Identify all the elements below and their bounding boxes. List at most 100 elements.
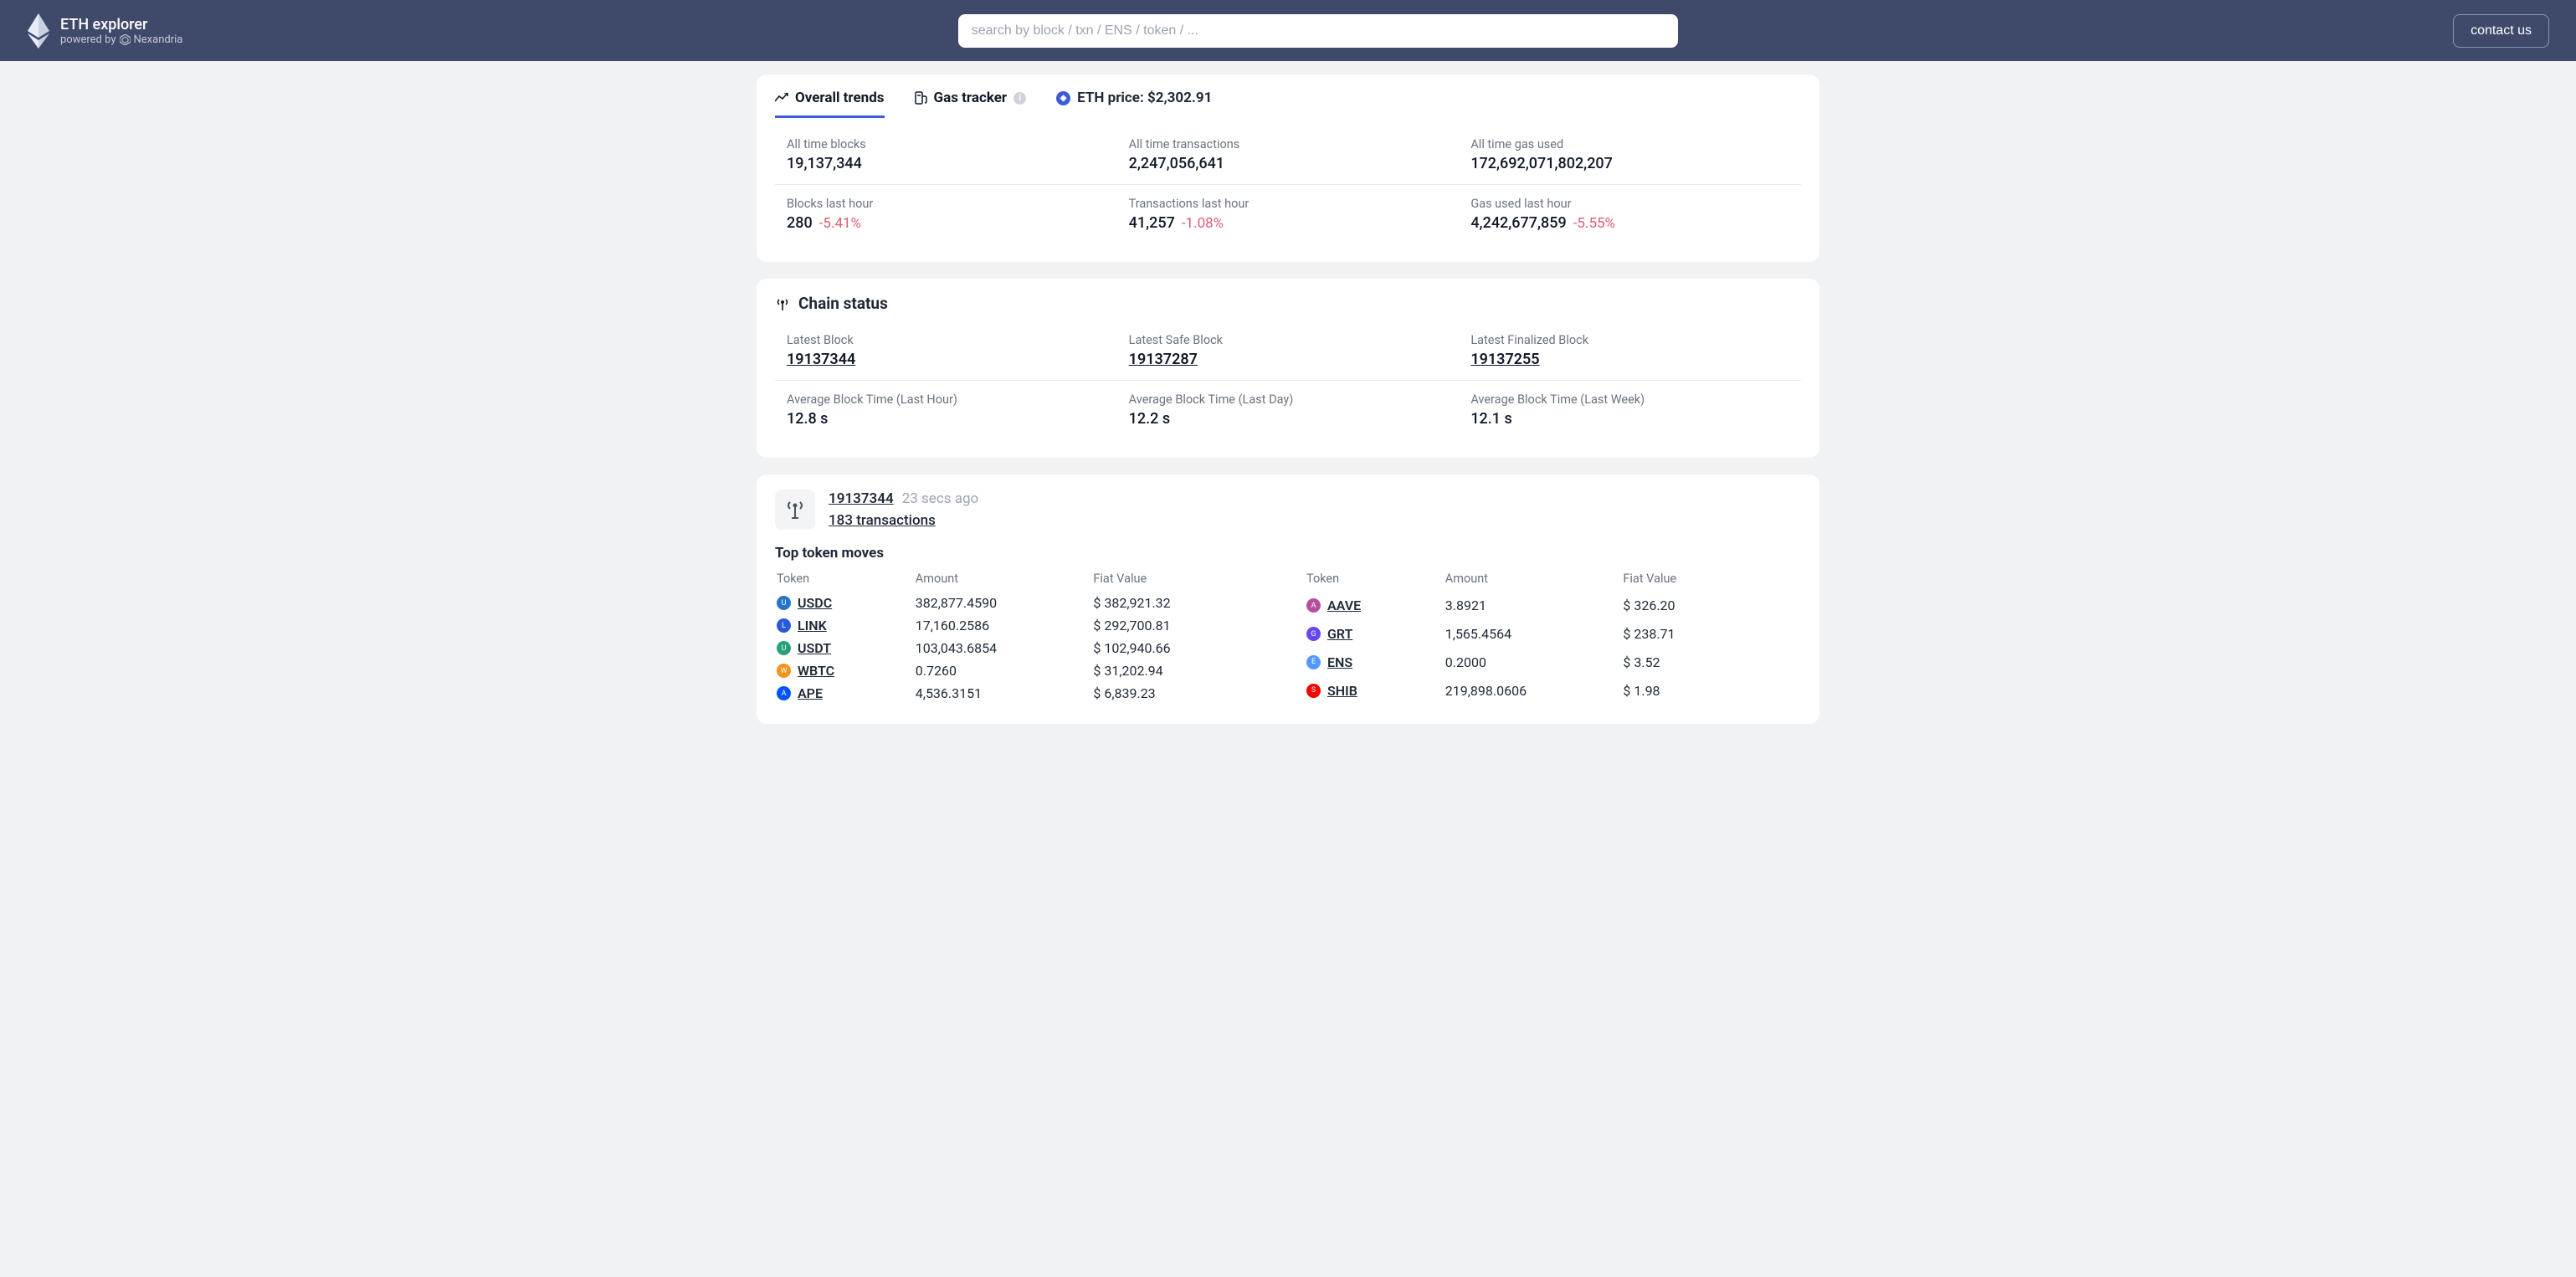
token-amount: 0.7260: [916, 660, 1092, 681]
token-icon: L: [777, 618, 791, 633]
search-input[interactable]: [958, 14, 1678, 48]
token-link[interactable]: SHIB: [1327, 683, 1357, 699]
token-row: EENS0.2000$ 3.52: [1306, 649, 1799, 676]
token-row: UUSDC382,877.4590$ 382,921.32: [777, 592, 1270, 613]
stat-delta: -5.41%: [819, 215, 861, 232]
tab-gas-label: Gas tracker: [934, 90, 1008, 106]
search-wrap: [203, 14, 2433, 48]
token-fiat: $ 3.52: [1623, 649, 1799, 676]
token-fiat: $ 238.71: [1623, 621, 1799, 648]
table-header-fiat: Fiat Value: [1093, 572, 1270, 591]
stat-label: Blocks last hour: [787, 197, 1117, 211]
stats-grid: All time blocks19,137,344All time transa…: [775, 129, 1801, 244]
broadcast-icon: [775, 296, 790, 311]
stat-label: All time blocks: [787, 137, 1117, 151]
ethereum-icon: [27, 13, 50, 49]
table-header-amount: Amount: [916, 572, 1092, 591]
stat-value: 12.2 s: [1129, 410, 1460, 428]
stat-cell: Average Block Time (Last Day) 12.2 s: [1117, 380, 1460, 439]
stat-label: Average Block Time (Last Day): [1129, 392, 1460, 407]
stat-cell: Gas used last hour4,242,677,859-5.55%: [1459, 184, 1801, 244]
stat-value: 172,692,071,802,207: [1470, 155, 1801, 172]
token-icon: A: [1306, 598, 1321, 613]
overall-trends-card: Overall trends Gas tracker i ◆ ETH price…: [757, 74, 1819, 262]
stat-value: 2,247,056,641: [1129, 155, 1460, 172]
stat-cell: Latest Finalized Block 19137255: [1459, 325, 1801, 380]
stat-label: Latest Block: [787, 333, 1117, 347]
token-link[interactable]: LINK: [798, 618, 827, 633]
stat-value: 19,137,344: [787, 155, 1117, 172]
top-token-moves-heading: Top token moves: [775, 545, 1801, 562]
token-icon: U: [777, 596, 791, 610]
stat-delta: -1.08%: [1182, 215, 1224, 232]
token-table-left: TokenAmountFiat ValueUUSDC382,877.4590$ …: [775, 570, 1271, 705]
powered-name: Nexandria: [134, 33, 183, 46]
eth-badge-icon: ◆: [1056, 91, 1070, 105]
token-link[interactable]: APE: [798, 685, 823, 701]
stat-cell: Average Block Time (Last Hour)12.8 s: [775, 380, 1117, 439]
eth-price-label: ETH price: $2,302.91: [1077, 90, 1212, 106]
gas-icon: [915, 91, 927, 105]
token-link[interactable]: USDT: [798, 640, 831, 656]
token-link[interactable]: WBTC: [798, 663, 834, 679]
token-row: GGRT1,565.4564$ 238.71: [1306, 621, 1799, 648]
token-fiat: $ 102,940.66: [1093, 638, 1270, 659]
latest-block-card: 19137344 23 secs ago 183 transactions To…: [757, 474, 1819, 724]
stat-cell: Latest Block 19137344: [775, 325, 1117, 380]
chain-stats-grid: Latest Block 19137344 Latest Safe Block 191…: [775, 325, 1801, 439]
token-tables: TokenAmountFiat ValueUUSDC382,877.4590$ …: [775, 570, 1801, 705]
stat-label: Average Block Time (Last Hour): [787, 392, 1117, 407]
stat-value-link[interactable]: 19137287: [1129, 351, 1460, 368]
app-header: ETH explorer powered by Nexandria contac…: [0, 0, 2576, 61]
token-fiat: $ 1.98: [1623, 677, 1799, 704]
stat-label: Transactions last hour: [1129, 197, 1460, 211]
table-header-token: Token: [1306, 572, 1444, 591]
token-fiat: $ 31,202.94: [1093, 660, 1270, 681]
token-link[interactable]: AAVE: [1327, 597, 1361, 613]
app-title: ETH explorer: [60, 16, 182, 33]
chain-status-heading: Chain status: [798, 294, 888, 313]
token-row: W WBTC 0.7260$ 31,202.94: [777, 660, 1270, 681]
table-header-fiat: Fiat Value: [1623, 572, 1799, 591]
token-row: AAAVE3.8921$ 326.20: [1306, 592, 1799, 619]
table-header-amount: Amount: [1445, 572, 1622, 591]
stat-cell: Blocks last hour280-5.41%: [775, 184, 1117, 244]
stat-value: 4,242,677,859-5.55%: [1470, 214, 1801, 232]
tab-trends-label: Overall trends: [795, 90, 885, 106]
stat-value-link[interactable]: 19137344: [787, 351, 1117, 368]
stat-label: Average Block Time (Last Week): [1470, 392, 1801, 407]
logo-area[interactable]: ETH explorer powered by Nexandria: [27, 13, 182, 49]
token-amount: 3.8921: [1445, 592, 1622, 619]
stat-label: Latest Safe Block: [1129, 333, 1460, 347]
stat-label: Latest Finalized Block: [1470, 333, 1801, 347]
token-link[interactable]: GRT: [1327, 626, 1352, 642]
nexandria-icon: [120, 34, 131, 45]
stat-cell: Average Block Time (Last Week)12.1 s: [1459, 380, 1801, 439]
token-icon: A: [777, 686, 791, 700]
info-icon[interactable]: i: [1013, 92, 1026, 105]
stat-label: All time gas used: [1470, 137, 1801, 151]
powered-by: powered by Nexandria: [60, 33, 182, 46]
contact-us-button[interactable]: contact us: [2453, 14, 2549, 48]
token-icon: W: [777, 664, 791, 678]
token-link[interactable]: USDC: [798, 595, 832, 611]
token-icon: U: [777, 641, 791, 655]
token-table-right: TokenAmountFiat ValueAAAVE3.8921$ 326.20…: [1305, 570, 1801, 705]
stat-cell: All time transactions 2,247,056,641: [1117, 129, 1460, 184]
token-amount: 17,160.2586: [916, 615, 1092, 636]
tab-gas-tracker[interactable]: Gas tracker i: [915, 90, 1027, 118]
stat-label: All time transactions: [1129, 137, 1460, 151]
token-amount: 4,536.3151: [916, 683, 1092, 704]
latest-block-number-link[interactable]: 19137344: [829, 490, 894, 507]
latest-block-time: 23 secs ago: [902, 490, 979, 507]
stat-value-link[interactable]: 19137255: [1470, 351, 1801, 368]
stat-delta: -5.55%: [1573, 215, 1615, 232]
token-fiat: $ 6,839.23: [1093, 683, 1270, 704]
token-row: LLINK17,160.2586$ 292,700.81: [777, 615, 1270, 636]
tab-overall-trends[interactable]: Overall trends: [775, 90, 885, 118]
token-link[interactable]: ENS: [1327, 654, 1352, 670]
token-fiat: $ 382,921.32: [1093, 592, 1270, 613]
token-icon: S: [1306, 684, 1321, 698]
trend-icon: [775, 93, 788, 103]
latest-block-tx-link[interactable]: 183 transactions: [829, 512, 936, 529]
